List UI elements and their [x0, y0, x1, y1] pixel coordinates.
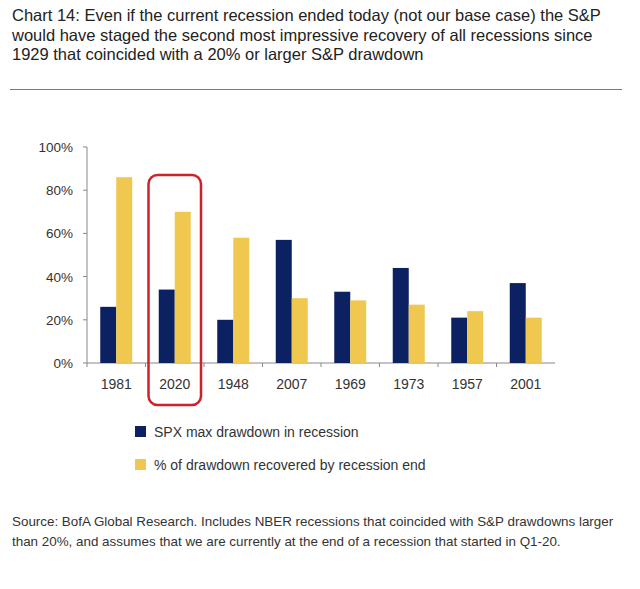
x-tick: [321, 363, 322, 367]
y-tick: [83, 363, 87, 364]
x-tick: [145, 363, 146, 367]
legend-swatch: [135, 426, 146, 437]
y-axis: [87, 147, 88, 363]
x-tick-label: 1973: [393, 376, 424, 392]
bar: [233, 238, 249, 363]
bar: [526, 318, 542, 363]
y-tick: [83, 233, 87, 234]
x-tick-label: 1957: [452, 376, 483, 392]
bar: [467, 311, 483, 363]
x-tick: [87, 363, 88, 367]
x-tick-label: 1981: [101, 376, 132, 392]
highlight-box: [149, 175, 202, 405]
x-tick-label: 1948: [218, 376, 249, 392]
y-tick-label: 0%: [53, 356, 73, 371]
legend-swatch: [135, 459, 146, 470]
bar: [393, 268, 409, 363]
bar: [159, 290, 175, 363]
bar: [334, 292, 350, 363]
bar: [409, 305, 425, 363]
legend-label: SPX max drawdown in recession: [154, 424, 359, 440]
bar: [510, 283, 526, 363]
bar: [116, 177, 132, 363]
y-tick-label: 40%: [46, 270, 73, 285]
x-tick-label: 2020: [159, 376, 190, 392]
y-tick-label: 100%: [38, 140, 73, 155]
bar: [451, 318, 467, 363]
y-tick-label: 20%: [46, 313, 73, 328]
y-tick-label: 80%: [46, 183, 73, 198]
y-tick-label: 60%: [46, 226, 73, 241]
chart-svg: 0% 20% 40% 60% 80% 100% 1981 2020 1948 2007 1969 19…: [0, 0, 640, 589]
x-tick: [379, 363, 380, 367]
x-tick: [262, 363, 263, 367]
bar: [350, 300, 366, 363]
x-tick-label: 2001: [510, 376, 541, 392]
x-tick: [496, 363, 497, 367]
x-tick-label: 2007: [276, 376, 307, 392]
bar: [175, 212, 191, 363]
x-tick-label: 1969: [335, 376, 366, 392]
x-tick: [438, 363, 439, 367]
bar: [100, 307, 116, 363]
y-tick: [83, 276, 87, 277]
chart-title: Chart 14: Even if the current recession …: [12, 6, 624, 65]
bar: [292, 298, 308, 363]
legend-label: % of drawdown recovered by recession end: [154, 457, 426, 473]
y-tick: [83, 319, 87, 320]
source-note: Source: BofA Global Research. Includes N…: [12, 512, 624, 552]
x-tick: [204, 363, 205, 367]
bars: [100, 177, 542, 363]
bar: [217, 320, 233, 363]
y-tick: [83, 147, 87, 148]
bar: [276, 240, 292, 363]
title-rule: [10, 89, 622, 90]
y-tick: [83, 190, 87, 191]
